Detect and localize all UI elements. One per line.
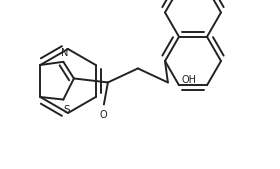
Text: OH: OH <box>182 75 197 86</box>
Text: S: S <box>63 105 70 115</box>
Text: O: O <box>99 110 107 120</box>
Text: N: N <box>61 48 68 58</box>
